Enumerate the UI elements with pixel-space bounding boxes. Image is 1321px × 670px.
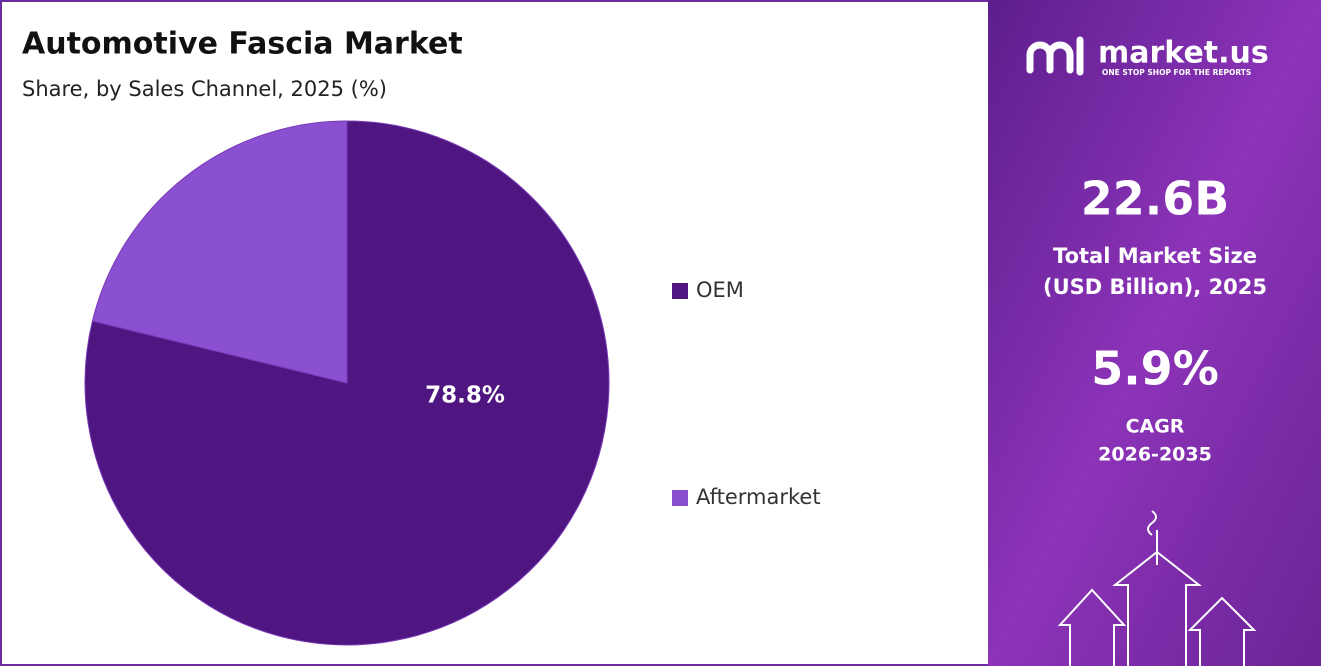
pie: 78.8% <box>84 120 610 646</box>
legend-label: Aftermarket <box>696 485 821 509</box>
legend-label: OEM <box>696 278 744 302</box>
pie-slice <box>91 120 348 384</box>
cagr-label: CAGR <box>1126 416 1185 438</box>
market-size: 22.6B <box>1081 172 1230 226</box>
chart-title: Automotive Fascia Market <box>22 27 463 62</box>
size-label: Total Market Size <box>1053 244 1257 268</box>
legend-swatch <box>672 283 688 299</box>
tagline: ONE STOP SHOP FOR THE REPORTS <box>1102 68 1251 77</box>
legend-swatch <box>672 490 688 506</box>
cagr: 5.9% <box>1091 342 1219 396</box>
size-label: (USD Billion), 2025 <box>1043 275 1267 299</box>
logo <box>1026 36 1084 76</box>
legend: OEM Aftermarket <box>672 278 821 509</box>
data-label: 78.8% <box>425 383 505 409</box>
cagr-label: 2026-2035 <box>1098 444 1212 466</box>
chart-subtitle: Share, by Sales Channel, 2025 (%) <box>22 77 387 101</box>
side-panel <box>988 0 1321 666</box>
brand: market.us <box>1098 36 1269 71</box>
arrows-icon <box>1057 510 1257 666</box>
